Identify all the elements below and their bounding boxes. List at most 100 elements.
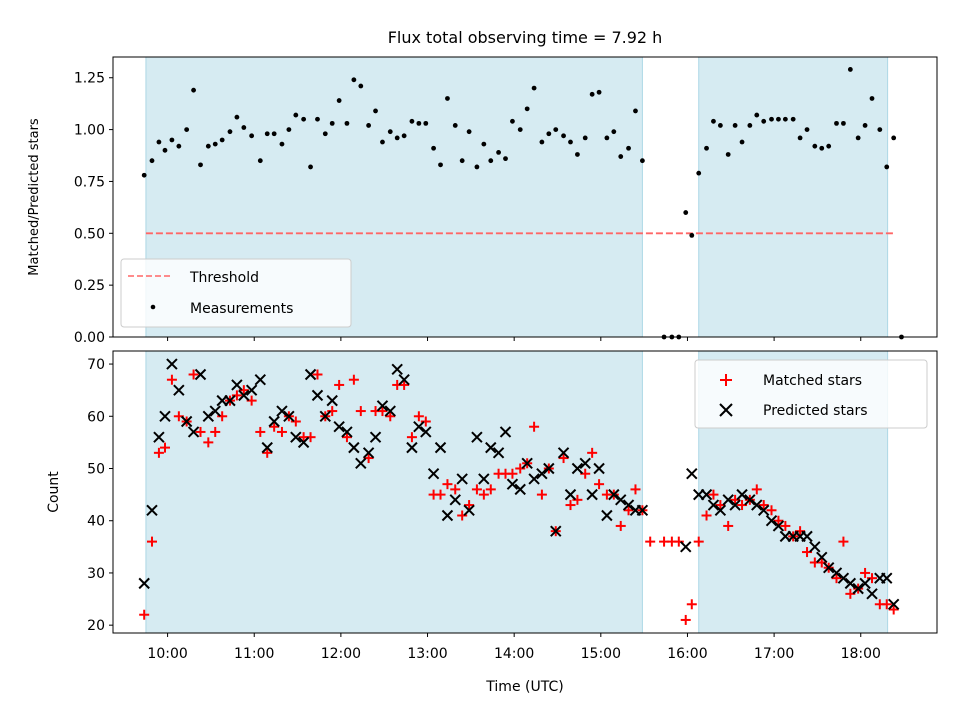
predicted-star-marker (290, 431, 302, 443)
measurement-point (582, 135, 588, 141)
matched-star-marker (399, 379, 410, 390)
top-observing-window-1 (698, 56, 889, 338)
predicted-star-marker (608, 488, 620, 501)
predicted-star-marker (485, 441, 497, 454)
bottom-xtick-label: 11:00 (234, 646, 274, 662)
top-ytick-label: 0.50 (74, 226, 105, 242)
predicted-star-marker (187, 426, 200, 438)
top-y-axis-label: Matched/Predicted stars (27, 118, 42, 276)
matched-star-marker (766, 505, 777, 516)
predicted-star-marker (276, 405, 288, 417)
matched-star-marker (730, 494, 741, 505)
matched-star-marker (146, 536, 157, 547)
matched-star-marker (413, 411, 424, 422)
matched-star-marker (406, 432, 417, 443)
measurement-point (717, 123, 723, 128)
predicted-star-marker (441, 509, 454, 522)
predicted-star-marker (153, 431, 165, 443)
matched-star-marker (780, 520, 791, 531)
matched-star-marker (139, 609, 150, 620)
bottom-xtick-label: 18:00 (841, 646, 881, 662)
bottom-ytick-label: 20 (87, 618, 105, 634)
predicted-star-marker (601, 509, 613, 522)
measurements-legend-swatch (150, 304, 156, 310)
predicted-star-marker (333, 421, 345, 433)
matched-star-marker (615, 520, 626, 531)
matched-star-marker (686, 599, 697, 610)
measurement-point (380, 139, 385, 145)
matched-star-marker (290, 416, 301, 427)
matched-star-marker (153, 447, 164, 458)
measurement-point (747, 123, 753, 128)
measurement-point (604, 135, 610, 141)
predicted-star-marker (406, 441, 418, 454)
measurement-point (227, 129, 233, 135)
predicted-star-marker (859, 577, 871, 590)
measurement-point (301, 116, 307, 122)
matched-star-marker (478, 489, 489, 500)
predicted-star-marker (686, 468, 698, 480)
predicted-star-marker (304, 368, 317, 381)
matched-star-marker (312, 369, 323, 380)
matched-star-marker (630, 484, 641, 495)
measurement-point (438, 162, 443, 168)
predicted-star-marker (268, 415, 280, 428)
matched-star-marker (795, 526, 806, 537)
measurement-point (819, 145, 825, 151)
predicted-star-marker (173, 384, 185, 396)
measurement-point (308, 164, 313, 170)
matched-star-marker (645, 536, 656, 547)
predicted-star-marker (844, 577, 857, 590)
measurement-point (452, 123, 458, 128)
matched-star-marker (341, 432, 352, 443)
predicted-star-marker (506, 478, 519, 490)
matched-star-marker (166, 374, 177, 385)
matched-star-marker (159, 442, 170, 453)
predicted-star-marker (224, 394, 236, 407)
predicted-star-marker (514, 483, 526, 496)
measurement-point (176, 143, 182, 149)
matched-star-marker (529, 421, 540, 432)
measurement-point (739, 139, 745, 145)
matched-star-marker (305, 432, 316, 443)
predicted-star-marker (463, 504, 475, 516)
bottom-xtick-label: 13:00 (407, 646, 447, 662)
measurement-point (769, 116, 774, 122)
top-ytick-label: 0.75 (74, 174, 105, 190)
measurement-point (797, 135, 803, 141)
measurement-point (271, 131, 277, 137)
matched-star-marker (262, 447, 273, 458)
bottom-xtick-label: 17:00 (754, 646, 794, 662)
predicted-star-marker (680, 541, 692, 553)
predicted-star-marker (816, 551, 828, 563)
measurement-point (877, 127, 883, 132)
matched-star-marker (377, 406, 388, 417)
measurement-point (264, 131, 270, 137)
measurement-point (279, 141, 285, 147)
matched-legend-label: Matched stars (763, 373, 862, 389)
top-measurement-points (141, 67, 904, 340)
measurement-point (184, 127, 190, 132)
measurement-point (423, 120, 429, 126)
matched-star-marker (442, 479, 453, 490)
top-legend-box (120, 258, 352, 328)
matched-star-marker (238, 385, 249, 396)
measurement-point (459, 158, 465, 164)
matched-star-marker (195, 426, 206, 437)
predicted-star-marker (887, 598, 900, 610)
measurement-point (503, 156, 508, 162)
predicted-star-marker (326, 394, 338, 407)
matched-star-marker (565, 500, 576, 511)
measurement-point (517, 127, 523, 132)
measurement-point (575, 152, 580, 157)
top-ytick-label: 0.00 (74, 330, 105, 346)
matched-star-marker (269, 421, 280, 432)
measurement-point (315, 116, 320, 122)
predicted-star-marker (478, 473, 490, 485)
measurement-point (618, 154, 624, 159)
measurement-point (394, 135, 400, 141)
matched-star-marker (680, 614, 691, 625)
predicted-star-marker (636, 504, 649, 516)
matched-star-marker (217, 411, 228, 422)
